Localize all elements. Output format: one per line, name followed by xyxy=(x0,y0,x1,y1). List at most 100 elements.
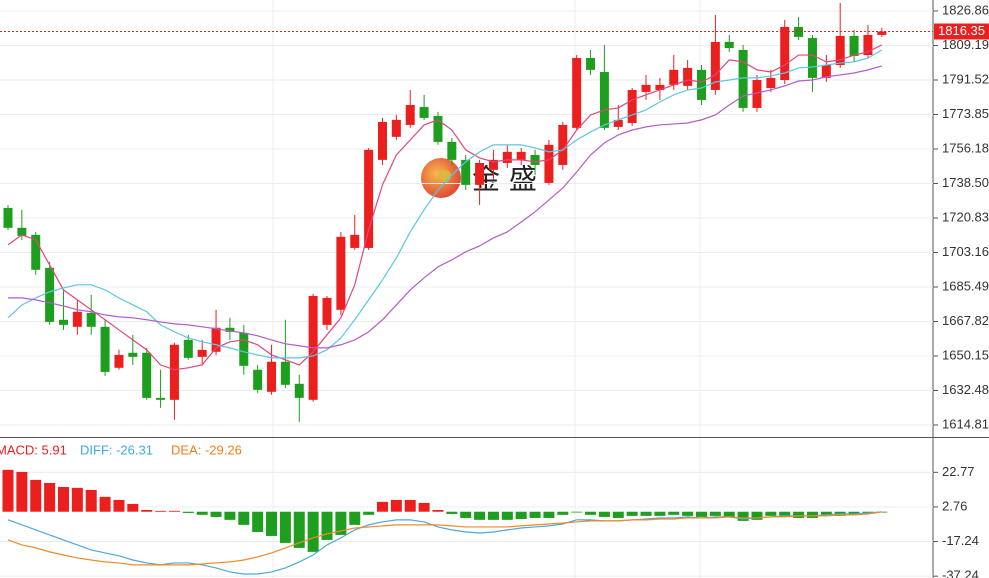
macd-bar xyxy=(723,511,735,517)
candle-body xyxy=(558,124,568,165)
macd-bar xyxy=(779,511,791,516)
macd-bar xyxy=(806,511,818,518)
macd-bar xyxy=(85,489,97,512)
macd-bar xyxy=(765,511,777,516)
macd-bar xyxy=(751,511,763,520)
candle-body xyxy=(821,64,831,78)
macd-bar xyxy=(57,486,69,512)
candle-body xyxy=(364,149,374,248)
y-tick-label: 1614.81 xyxy=(942,416,989,431)
macd-bar xyxy=(474,511,486,520)
candle-body xyxy=(863,34,873,56)
candle-body xyxy=(627,89,637,123)
macd-bar xyxy=(793,511,805,518)
macd-bar xyxy=(418,502,430,512)
macd-bar xyxy=(321,511,333,540)
candle-body xyxy=(683,67,693,86)
candle-body xyxy=(128,352,138,357)
candle-body xyxy=(3,207,13,228)
candle-body xyxy=(183,339,193,358)
candle-body xyxy=(391,119,401,137)
y-tick-label: 1632.48 xyxy=(942,382,989,397)
candle-body xyxy=(475,163,485,185)
candle-body xyxy=(17,227,27,236)
macd-bar xyxy=(585,511,597,515)
macd-bar xyxy=(99,496,111,512)
watermark-logo-dot xyxy=(439,170,451,182)
macd-bar xyxy=(279,511,291,543)
candle-body xyxy=(197,349,207,357)
macd-bar xyxy=(682,511,694,516)
macd-bar xyxy=(141,509,153,512)
macd-bar xyxy=(515,511,527,519)
candle-body xyxy=(710,41,720,90)
candle-body xyxy=(253,369,263,390)
macd-bar xyxy=(293,511,305,548)
legend-label: DEA: -29.26 xyxy=(171,442,242,457)
candle-body xyxy=(142,352,152,398)
macd-bar xyxy=(44,482,56,512)
macd-bar xyxy=(307,511,319,552)
macd-bar xyxy=(30,479,42,512)
candle-body xyxy=(752,80,762,108)
candle-body xyxy=(738,49,748,108)
dea-line xyxy=(7,511,882,566)
y-tick-label: -17.24 xyxy=(942,533,979,548)
candle-body xyxy=(45,267,55,322)
candle-body xyxy=(502,151,512,164)
last-price-label: 1816.35 xyxy=(938,23,985,38)
macd-bar xyxy=(182,511,194,513)
y-tick-label: 1720.83 xyxy=(942,209,989,224)
macd-bar xyxy=(446,511,458,514)
y-tick-label: 1703.16 xyxy=(942,244,989,259)
y-tick-label: 1756.18 xyxy=(942,140,989,155)
legend-label: MACD: 5.91 xyxy=(0,442,67,457)
candle-body xyxy=(807,38,817,78)
macd-bar xyxy=(390,499,402,512)
macd-bar xyxy=(543,511,555,518)
macd-bar xyxy=(224,511,236,520)
macd-bar xyxy=(862,511,874,513)
macd-bar xyxy=(238,511,250,525)
candle-body xyxy=(516,151,526,160)
macd-bar xyxy=(432,509,444,512)
candle-body xyxy=(780,26,790,81)
y-tick-label: 2.76 xyxy=(942,498,967,513)
candle-body xyxy=(405,105,415,125)
y-tick-label: 1667.82 xyxy=(942,313,989,328)
y-tick-label: 1826.86 xyxy=(942,2,989,17)
candle-body xyxy=(322,297,332,325)
candle-body xyxy=(267,361,277,392)
macd-bar xyxy=(654,511,666,516)
macd-bar xyxy=(598,511,610,517)
macd-bar xyxy=(737,511,749,521)
candle-body xyxy=(599,72,609,128)
candle-body xyxy=(697,69,706,100)
macd-bar xyxy=(487,511,499,520)
candle-body xyxy=(294,383,304,398)
macd-bar xyxy=(335,511,347,535)
macd-bar xyxy=(155,510,167,512)
candle-body xyxy=(447,141,457,160)
candle-body xyxy=(544,144,554,183)
candle-body xyxy=(655,84,665,90)
candle-body xyxy=(377,122,387,160)
candle-body xyxy=(877,31,887,35)
macd-bar xyxy=(196,511,208,515)
macd-bar xyxy=(571,511,583,513)
macd-bar xyxy=(848,511,860,515)
y-tick-label: 1738.50 xyxy=(942,175,989,190)
last-price-box xyxy=(934,23,989,40)
macd-bar xyxy=(252,511,264,532)
macd-bar xyxy=(668,511,680,515)
candle-body xyxy=(572,57,582,128)
candle-body xyxy=(336,236,346,310)
macd-bar xyxy=(376,501,388,512)
legend-label: DIFF: -26.31 xyxy=(80,442,153,457)
candle-body xyxy=(350,234,360,248)
y-tick-label: 1773.85 xyxy=(942,106,989,121)
candle-body xyxy=(835,35,845,65)
y-tick-label: 1650.15 xyxy=(942,347,989,362)
